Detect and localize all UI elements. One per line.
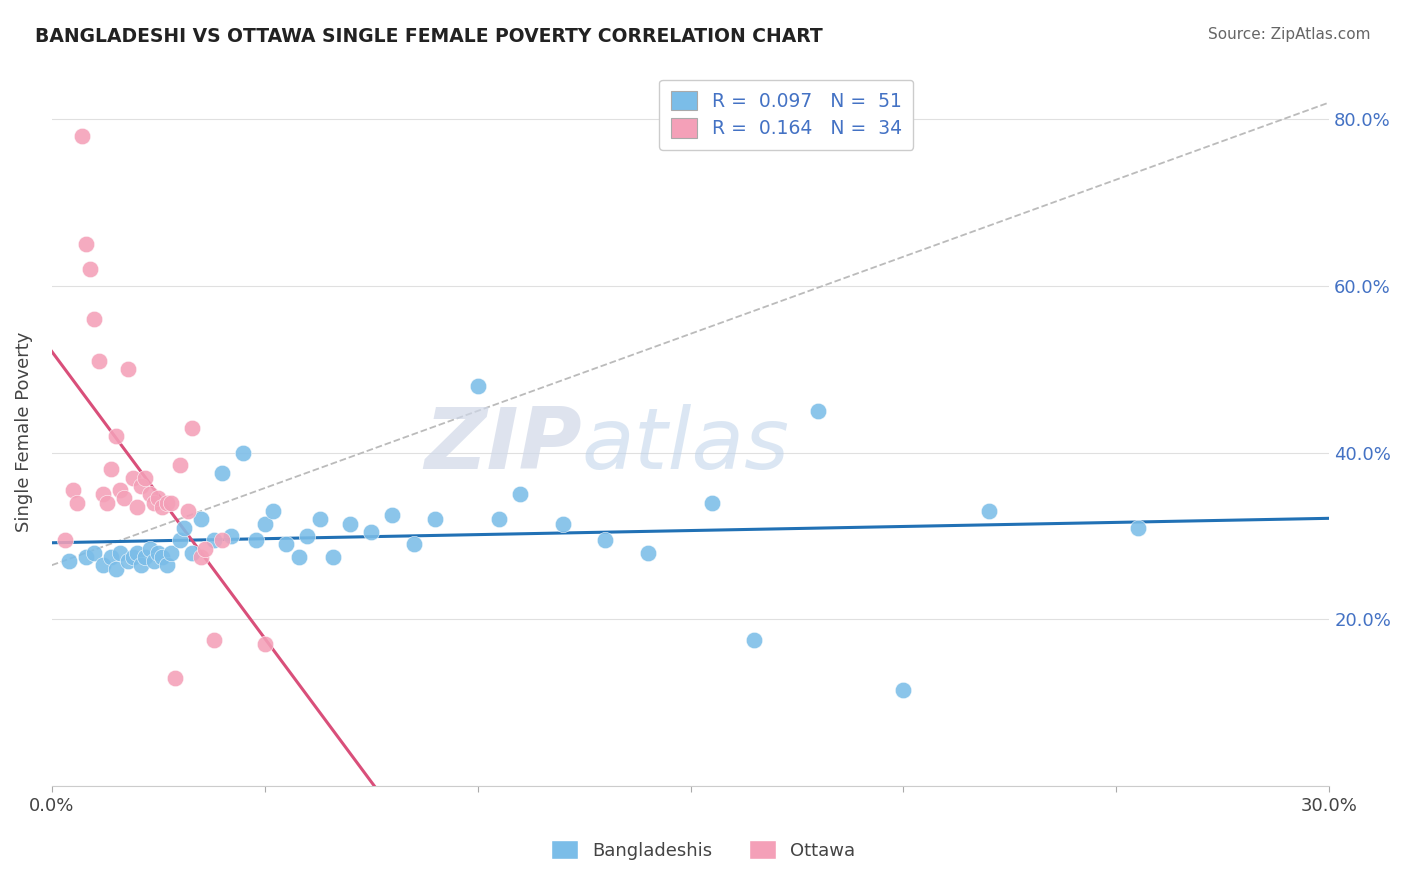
Point [160,546,183,560]
Point [169,533,191,548]
Point [100,549,122,564]
Point [219,529,242,543]
Point [262,504,284,518]
Point [87,354,110,368]
Point [893,683,915,698]
Point [104,429,127,443]
Point [309,512,332,526]
Point [156,558,179,573]
Point [152,549,174,564]
Point [202,633,225,648]
Point [423,512,446,526]
Point [190,512,212,526]
Point [142,496,165,510]
Point [202,533,225,548]
Point [181,420,204,434]
Point [287,549,309,564]
Point [66,496,89,510]
Point [129,558,152,573]
Point [165,671,187,685]
Point [108,483,131,498]
Point [381,508,404,523]
Point [112,491,135,506]
Point [100,462,122,476]
Point [83,312,105,326]
Point [121,549,143,564]
Point [129,479,152,493]
Point [177,504,200,518]
Point [807,404,830,418]
Point [138,487,160,501]
Point [173,521,195,535]
Point [134,470,156,484]
Legend: Bangladeshis, Ottawa: Bangladeshis, Ottawa [544,833,862,867]
Point [322,549,344,564]
Point [297,529,319,543]
Point [551,516,574,531]
Point [253,516,276,531]
Point [467,379,489,393]
Point [700,496,723,510]
Text: BANGLADESHI VS OTTAWA SINGLE FEMALE POVERTY CORRELATION CHART: BANGLADESHI VS OTTAWA SINGLE FEMALE POVE… [35,27,823,45]
Point [977,504,1000,518]
Point [53,533,76,548]
Point [402,537,425,551]
Legend: R =  0.097   N =  51, R =  0.164   N =  34: R = 0.097 N = 51, R = 0.164 N = 34 [659,79,914,150]
Point [211,533,233,548]
Point [125,500,148,514]
Point [75,549,97,564]
Point [1126,521,1149,535]
Point [91,487,114,501]
Point [211,467,233,481]
Point [117,362,139,376]
Point [142,554,165,568]
Point [253,637,276,651]
Point [79,262,101,277]
Point [96,496,118,510]
Point [232,445,254,459]
Point [104,562,127,576]
Point [245,533,267,548]
Point [62,483,84,498]
Y-axis label: Single Female Poverty: Single Female Poverty [15,332,32,532]
Point [148,491,170,506]
Point [58,554,80,568]
Point [190,549,212,564]
Text: ZIP: ZIP [425,404,582,487]
Point [121,470,143,484]
Point [134,549,156,564]
Point [488,512,510,526]
Point [595,533,617,548]
Point [637,546,659,560]
Point [360,524,382,539]
Text: atlas: atlas [582,404,790,487]
Point [181,546,204,560]
Point [509,487,531,501]
Point [744,633,766,648]
Point [108,546,131,560]
Point [70,128,93,143]
Point [339,516,361,531]
Point [156,496,179,510]
Text: Source: ZipAtlas.com: Source: ZipAtlas.com [1208,27,1371,42]
Point [75,237,97,252]
Point [83,546,105,560]
Point [160,496,183,510]
Point [274,537,297,551]
Point [125,546,148,560]
Point [138,541,160,556]
Point [148,546,170,560]
Point [152,500,174,514]
Point [169,458,191,472]
Point [117,554,139,568]
Point [91,558,114,573]
Point [194,541,217,556]
